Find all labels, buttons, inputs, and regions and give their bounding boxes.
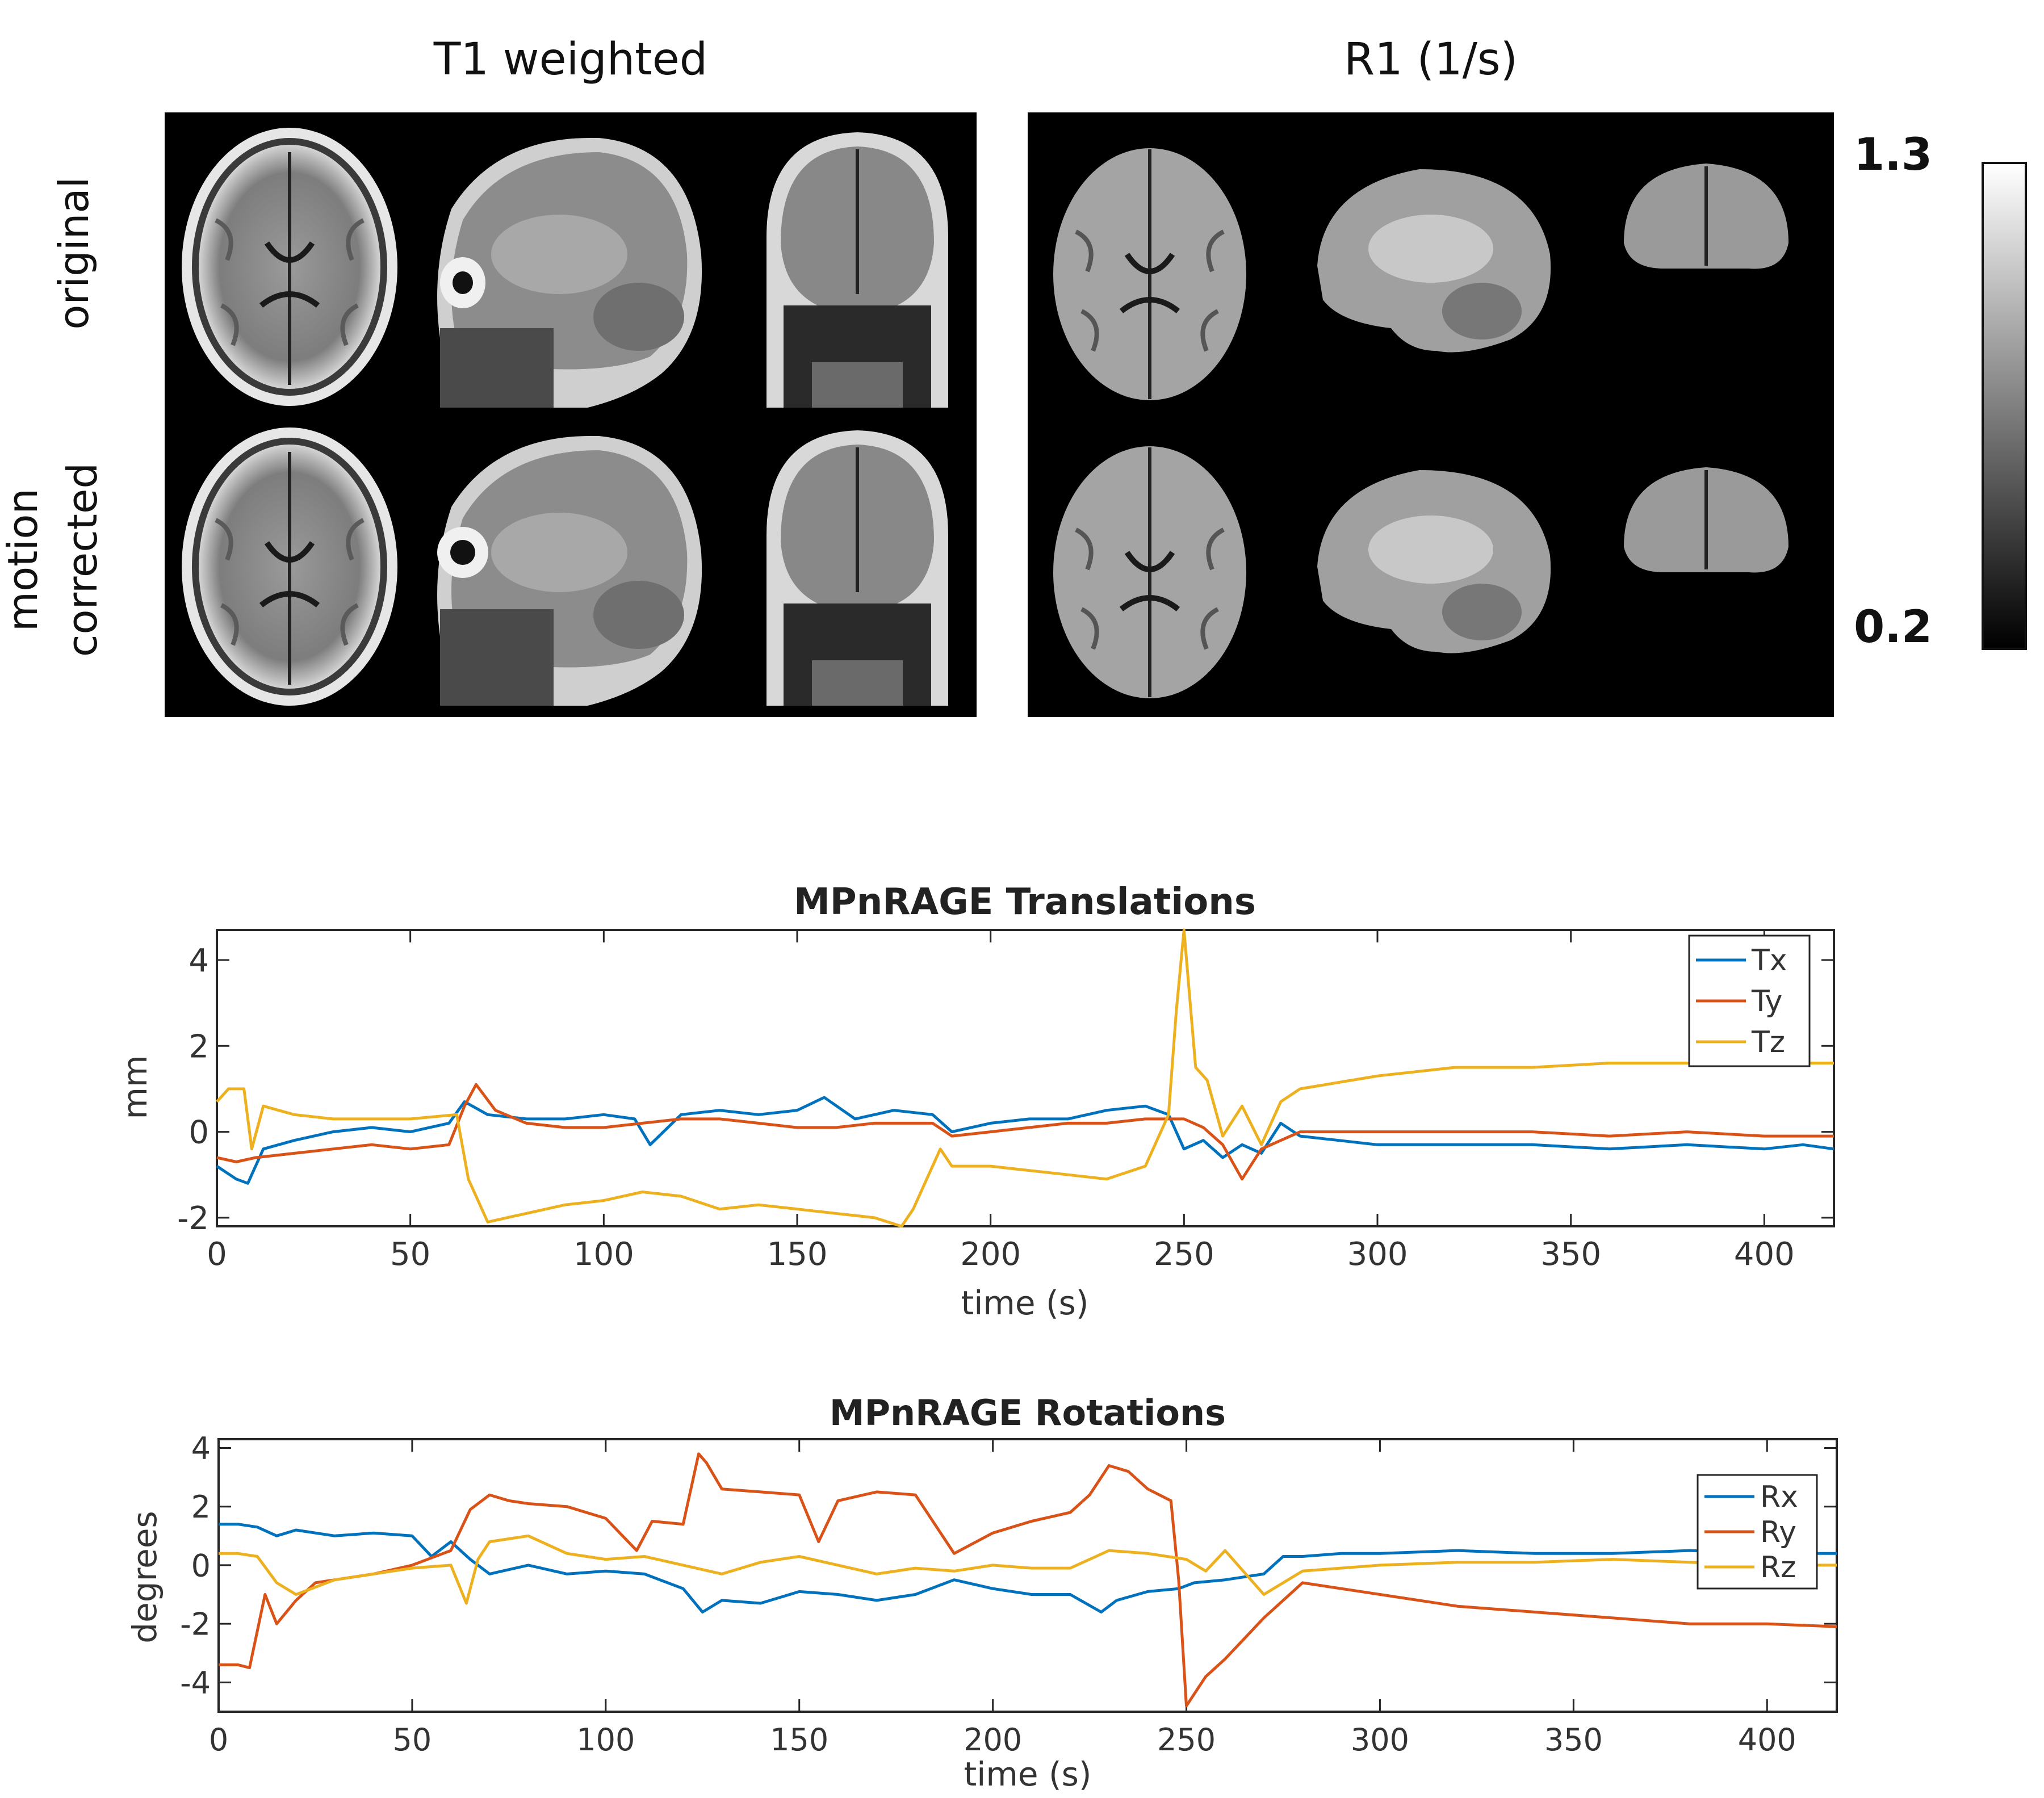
r1-colorbar (1982, 162, 2027, 650)
r1-map-panel (1028, 112, 1834, 717)
chart-title: MPnRAGE Rotations (830, 1392, 1226, 1434)
row-label-original: original (50, 177, 98, 330)
x-tick-label: 250 (1154, 1236, 1214, 1273)
t1-weighted-panel (165, 112, 977, 717)
legend-label-tx: Tx (1751, 944, 1787, 978)
x-tick-label: 150 (770, 1722, 828, 1758)
y-axis-label: mm (116, 1055, 154, 1120)
plot-area (217, 1438, 1838, 1713)
x-axis-label: time (s) (964, 1755, 1092, 1793)
plot-area (216, 929, 1835, 1227)
t1-weighted-title: T1 weighted (433, 34, 708, 85)
rotations-chart: MPnRAGE Rotations time (s) degrees 0 50 10… (125, 1392, 1838, 1793)
y-tick-label: -2 (177, 1200, 209, 1237)
y-tick-label: 0 (189, 1114, 209, 1151)
x-tick-label: 300 (1351, 1722, 1409, 1758)
x-tick-label: 50 (390, 1236, 430, 1273)
legend-label-tz: Tz (1751, 1025, 1785, 1059)
x-tick-label: 400 (1738, 1722, 1796, 1758)
series-line-rx (219, 1523, 1837, 1613)
y-axis-label: degrees (125, 1511, 164, 1643)
legend-label-ry: Ry (1760, 1515, 1796, 1549)
x-tick-label: 0 (209, 1722, 228, 1758)
x-tick-label: 250 (1157, 1722, 1216, 1758)
r1-corrected-coronal-image (1624, 467, 1789, 573)
x-tick-label: 400 (1734, 1236, 1795, 1273)
series-line-tz (216, 928, 1834, 1228)
row-label-motion: motion (0, 488, 47, 632)
x-tick-label: 200 (960, 1236, 1021, 1273)
series-line-ty (216, 1083, 1834, 1181)
x-tick-label: 100 (573, 1236, 634, 1273)
r1-original-coronal-image (1624, 164, 1789, 269)
r1-corrected-sagittal-image (1317, 470, 1551, 653)
y-tick-label: 0 (191, 1548, 211, 1583)
y-tick-label: 4 (189, 942, 209, 979)
t1-original-axial-image (182, 128, 397, 406)
x-tick-label: 100 (576, 1722, 635, 1758)
x-tick-label: 0 (207, 1236, 227, 1273)
legend-label-ty: Ty (1751, 984, 1782, 1019)
chart-legend: Tx Ty Tz (1688, 934, 1811, 1067)
t1-corrected-sagittal-image (437, 435, 702, 706)
y-tick-label: -2 (180, 1607, 211, 1642)
r1-original-axial-image (1053, 148, 1246, 400)
t1-corrected-axial-image (182, 428, 397, 706)
y-tick-label: 2 (191, 1489, 211, 1525)
r1-original-sagittal-image (1317, 169, 1551, 353)
x-tick-label: 200 (964, 1722, 1022, 1758)
series-line-rz (219, 1534, 1837, 1605)
t1-original-coronal-image (767, 132, 948, 408)
y-tick-label: 2 (189, 1028, 209, 1065)
t1-original-sagittal-image (437, 137, 702, 408)
legend-label-rz: Rz (1760, 1550, 1796, 1585)
x-axis-label: time (s) (961, 1284, 1089, 1322)
y-tick-label: 4 (191, 1431, 211, 1466)
chart-title: MPnRAGE Translations (794, 881, 1256, 923)
colorbar-min-label: 0.2 (1854, 602, 1933, 653)
r1-corrected-axial-image (1053, 446, 1246, 698)
x-tick-label: 50 (393, 1722, 432, 1758)
x-tick-label: 150 (767, 1236, 828, 1273)
colorbar-max-label: 1.3 (1854, 129, 1933, 181)
row-label-corrected: corrected (58, 462, 106, 657)
series-line-tx (216, 1096, 1834, 1185)
y-tick-label: -4 (180, 1665, 211, 1701)
r1-map-title: R1 (1/s) (1343, 34, 1518, 85)
x-tick-label: 350 (1540, 1236, 1601, 1273)
translations-chart: MPnRAGE Translations time (s) mm 0 50 100 1… (116, 881, 1835, 1322)
x-tick-label: 350 (1544, 1722, 1603, 1758)
t1-corrected-coronal-image (767, 430, 948, 706)
legend-label-rx: Rx (1760, 1480, 1798, 1514)
x-tick-label: 300 (1347, 1236, 1408, 1273)
series-line-ry (219, 1452, 1837, 1708)
